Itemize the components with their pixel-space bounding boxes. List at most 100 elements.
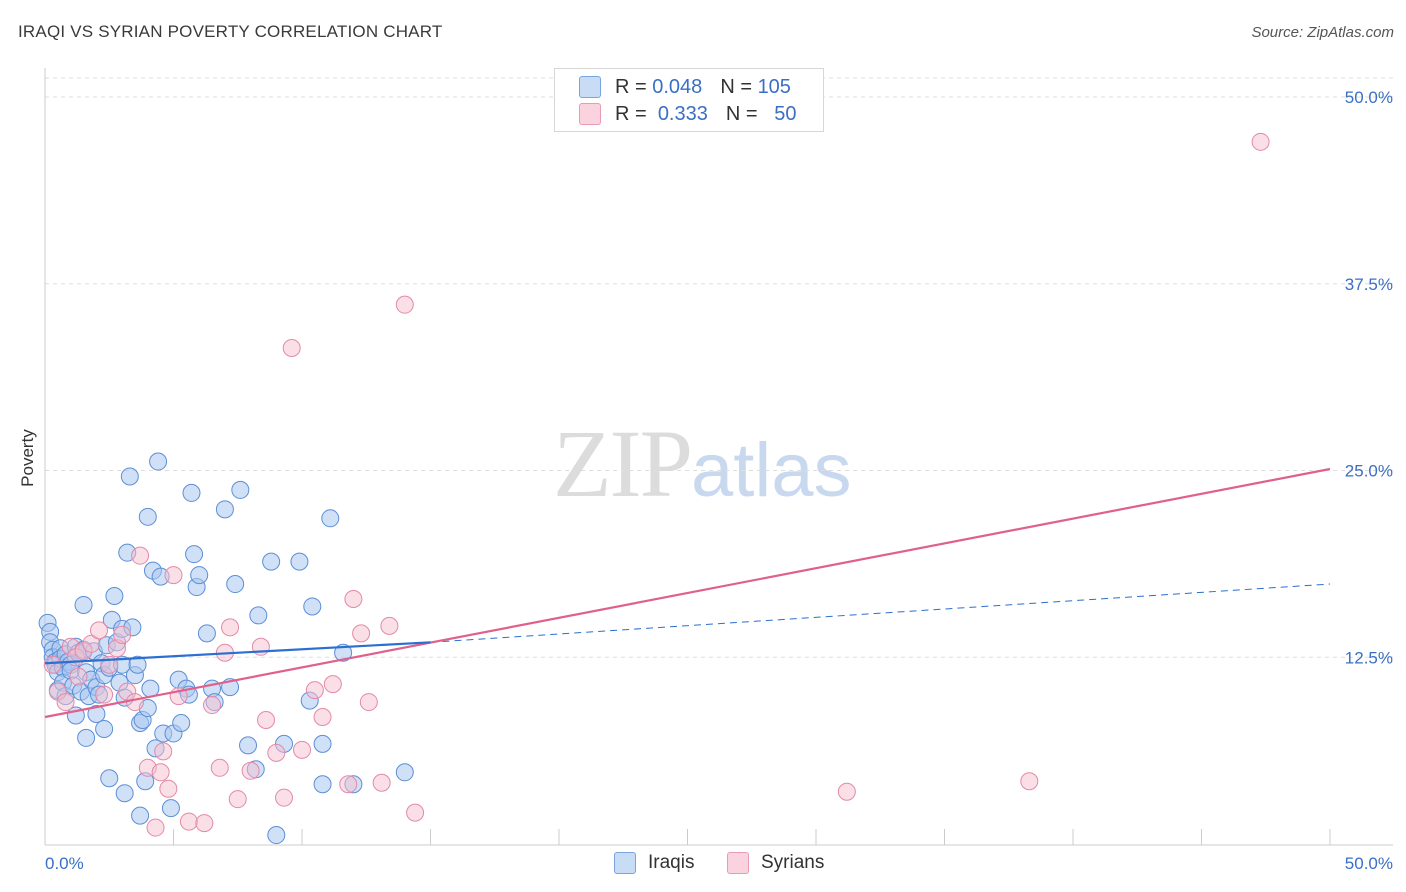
syrian-point	[275, 788, 294, 807]
syrian-point	[146, 818, 165, 837]
syrian-point	[282, 338, 301, 357]
syrian-point	[313, 708, 332, 727]
syrian-point	[151, 763, 170, 782]
syrian-point	[179, 812, 198, 831]
syrians-r-value: 0.333	[657, 102, 708, 125]
iraqi-point	[77, 728, 96, 747]
iraqi-trend-dashed	[430, 583, 1331, 643]
bottom-syrians-label: Syrians	[761, 852, 825, 873]
iraqi-point	[172, 713, 191, 732]
iraqi-point	[249, 606, 268, 625]
syrian-point	[406, 803, 425, 822]
syrians-n-label: N =	[725, 102, 758, 125]
iraqi-point	[131, 806, 150, 825]
syrian-point	[1251, 132, 1270, 151]
syrian-point	[352, 624, 371, 643]
iraqi-point	[182, 483, 201, 502]
bottom-syrians-swatch	[727, 852, 749, 874]
iraqi-point	[185, 545, 204, 564]
iraqi-point	[100, 769, 119, 788]
syrian-point	[228, 790, 247, 809]
iraqi-point	[267, 826, 286, 845]
syrians-swatch	[579, 103, 601, 125]
syrians-n-value: 50	[774, 102, 797, 125]
syrian-point	[344, 589, 363, 608]
syrian-point	[257, 710, 276, 729]
syrian-point	[1020, 772, 1039, 791]
syrian-point	[154, 742, 173, 761]
syrian-point	[837, 782, 856, 801]
iraqi-point	[105, 586, 124, 605]
iraqi-point	[231, 480, 250, 499]
iraqi-point	[95, 719, 114, 738]
iraqi-point	[190, 566, 209, 585]
y-tick-label: 37.5%	[1345, 275, 1393, 294]
bottom-legend-iraqis: Iraqis	[614, 852, 694, 874]
legend-row-iraqis: R = 0.048 N = 105	[579, 74, 791, 100]
syrian-point	[305, 681, 324, 700]
chart-title: IRAQI VS SYRIAN POVERTY CORRELATION CHAR…	[18, 22, 443, 41]
iraqi-point	[303, 597, 322, 616]
y-axis-label: Poverty	[18, 429, 37, 487]
iraqi-point	[239, 736, 258, 755]
syrian-point	[82, 634, 101, 653]
iraqi-point	[226, 575, 245, 594]
syrian-point	[43, 655, 62, 674]
iraqis-swatch	[579, 76, 601, 98]
iraqi-point	[262, 552, 281, 571]
bottom-iraqis-label: Iraqis	[648, 852, 695, 873]
syrian-point	[203, 696, 222, 715]
iraqi-point	[161, 799, 180, 818]
iraqi-point	[395, 763, 414, 782]
iraqis-n-label: N =	[720, 75, 752, 98]
x-tick-label-max: 50.0%	[1345, 854, 1393, 873]
syrian-point	[164, 566, 183, 585]
syrian-point	[125, 693, 144, 712]
legend-row-syrians: R = 0.333 N = 50	[579, 101, 796, 127]
syrian-point	[113, 625, 132, 644]
y-tick-label: 12.5%	[1345, 648, 1393, 667]
iraqi-point	[313, 775, 332, 794]
iraqi-point	[128, 655, 147, 674]
syrian-point	[241, 761, 260, 780]
iraqis-n-value: 105	[757, 75, 791, 98]
syrian-point	[95, 685, 114, 704]
syrian-point	[380, 616, 399, 635]
iraqis-r-value: 0.048	[652, 75, 703, 98]
syrian-point	[293, 740, 311, 759]
syrian-point	[323, 675, 342, 694]
correlation-legend: R = 0.048 N = 105 R = 0.333 N = 50	[554, 68, 824, 132]
iraqi-trend-solid	[44, 641, 431, 665]
syrians-r-label: R =	[615, 102, 647, 125]
syrian-point	[372, 773, 391, 792]
iraqi-point	[334, 643, 353, 662]
bottom-iraqis-swatch	[614, 852, 636, 874]
syrian-point	[131, 546, 150, 565]
watermark-zip: ZIP	[553, 410, 693, 517]
iraqi-point	[149, 452, 168, 471]
syrian-point	[359, 693, 378, 712]
iraqi-point	[215, 500, 234, 519]
syrian-point	[221, 618, 240, 637]
iraqi-point	[290, 552, 309, 571]
iraqi-point	[138, 507, 157, 526]
syrian-point	[56, 693, 75, 712]
iraqis-r-label: R =	[615, 75, 647, 98]
syrian-point	[159, 779, 178, 798]
iraqi-point	[321, 509, 340, 528]
x-tick-label-min: 0.0%	[45, 854, 84, 873]
iraqi-point	[74, 595, 93, 614]
source-label: Source: ZipAtlas.com	[1251, 24, 1394, 41]
bottom-legend-syrians: Syrians	[727, 852, 824, 874]
syrian-point	[89, 621, 108, 640]
iraqi-point	[87, 705, 106, 724]
iraqi-point	[313, 734, 332, 753]
syrian-trend-line	[44, 467, 1331, 719]
iraqi-point	[120, 467, 139, 486]
y-tick-label: 25.0%	[1345, 462, 1393, 481]
syrian-point	[395, 295, 414, 314]
syrian-point	[267, 743, 286, 762]
syrian-point	[69, 667, 88, 686]
iraqi-point	[115, 784, 134, 803]
